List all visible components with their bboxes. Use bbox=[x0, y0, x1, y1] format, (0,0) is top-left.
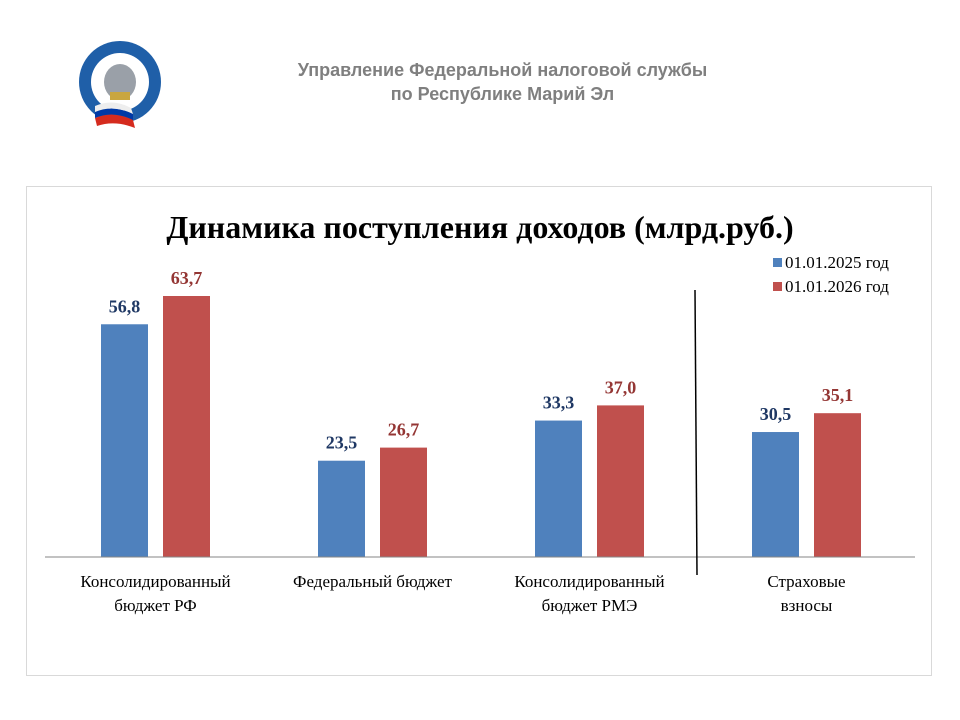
data-label: 33,3 bbox=[543, 393, 575, 413]
bar bbox=[101, 324, 148, 557]
data-label: 63,7 bbox=[171, 268, 203, 288]
legend: 01.01.2025 год 01.01.2026 год bbox=[773, 253, 889, 296]
data-label: 26,7 bbox=[388, 420, 420, 440]
legend-swatch bbox=[773, 282, 782, 291]
legend-label: 01.01.2025 год bbox=[785, 253, 889, 272]
data-label: 23,5 bbox=[326, 433, 358, 453]
category-label: Федеральный бюджет bbox=[293, 572, 452, 591]
bar bbox=[814, 413, 861, 557]
page-header: Управление Федеральной налоговой службы … bbox=[210, 58, 795, 106]
legend-label: 01.01.2026 год bbox=[785, 277, 889, 296]
bar bbox=[597, 405, 644, 557]
bar bbox=[380, 447, 427, 557]
header-line2: по Республике Марий Эл bbox=[390, 84, 615, 104]
category-label: бюджет РФ bbox=[114, 596, 196, 615]
data-label: 56,8 bbox=[109, 296, 141, 316]
header-line1: Управление Федеральной налоговой службы bbox=[297, 60, 708, 80]
data-label: 35,1 bbox=[822, 385, 854, 405]
bar bbox=[163, 296, 210, 557]
category-label: Консолидированный bbox=[80, 572, 230, 591]
fns-logo bbox=[73, 40, 168, 135]
category-label: взносы bbox=[781, 596, 833, 615]
bar bbox=[535, 420, 582, 557]
category-label: бюджет РМЭ bbox=[542, 596, 638, 615]
legend-swatch bbox=[773, 258, 782, 267]
category-label: Страховые bbox=[767, 572, 845, 591]
chart-title: Динамика поступления доходов (млрд.руб.) bbox=[166, 209, 793, 245]
bar bbox=[752, 432, 799, 557]
data-label: 30,5 bbox=[760, 404, 792, 424]
category-label: Консолидированный bbox=[514, 572, 664, 591]
divider-line bbox=[694, 289, 698, 576]
data-label: 37,0 bbox=[605, 377, 637, 397]
chart-frame bbox=[26, 186, 932, 676]
bar bbox=[318, 460, 365, 557]
